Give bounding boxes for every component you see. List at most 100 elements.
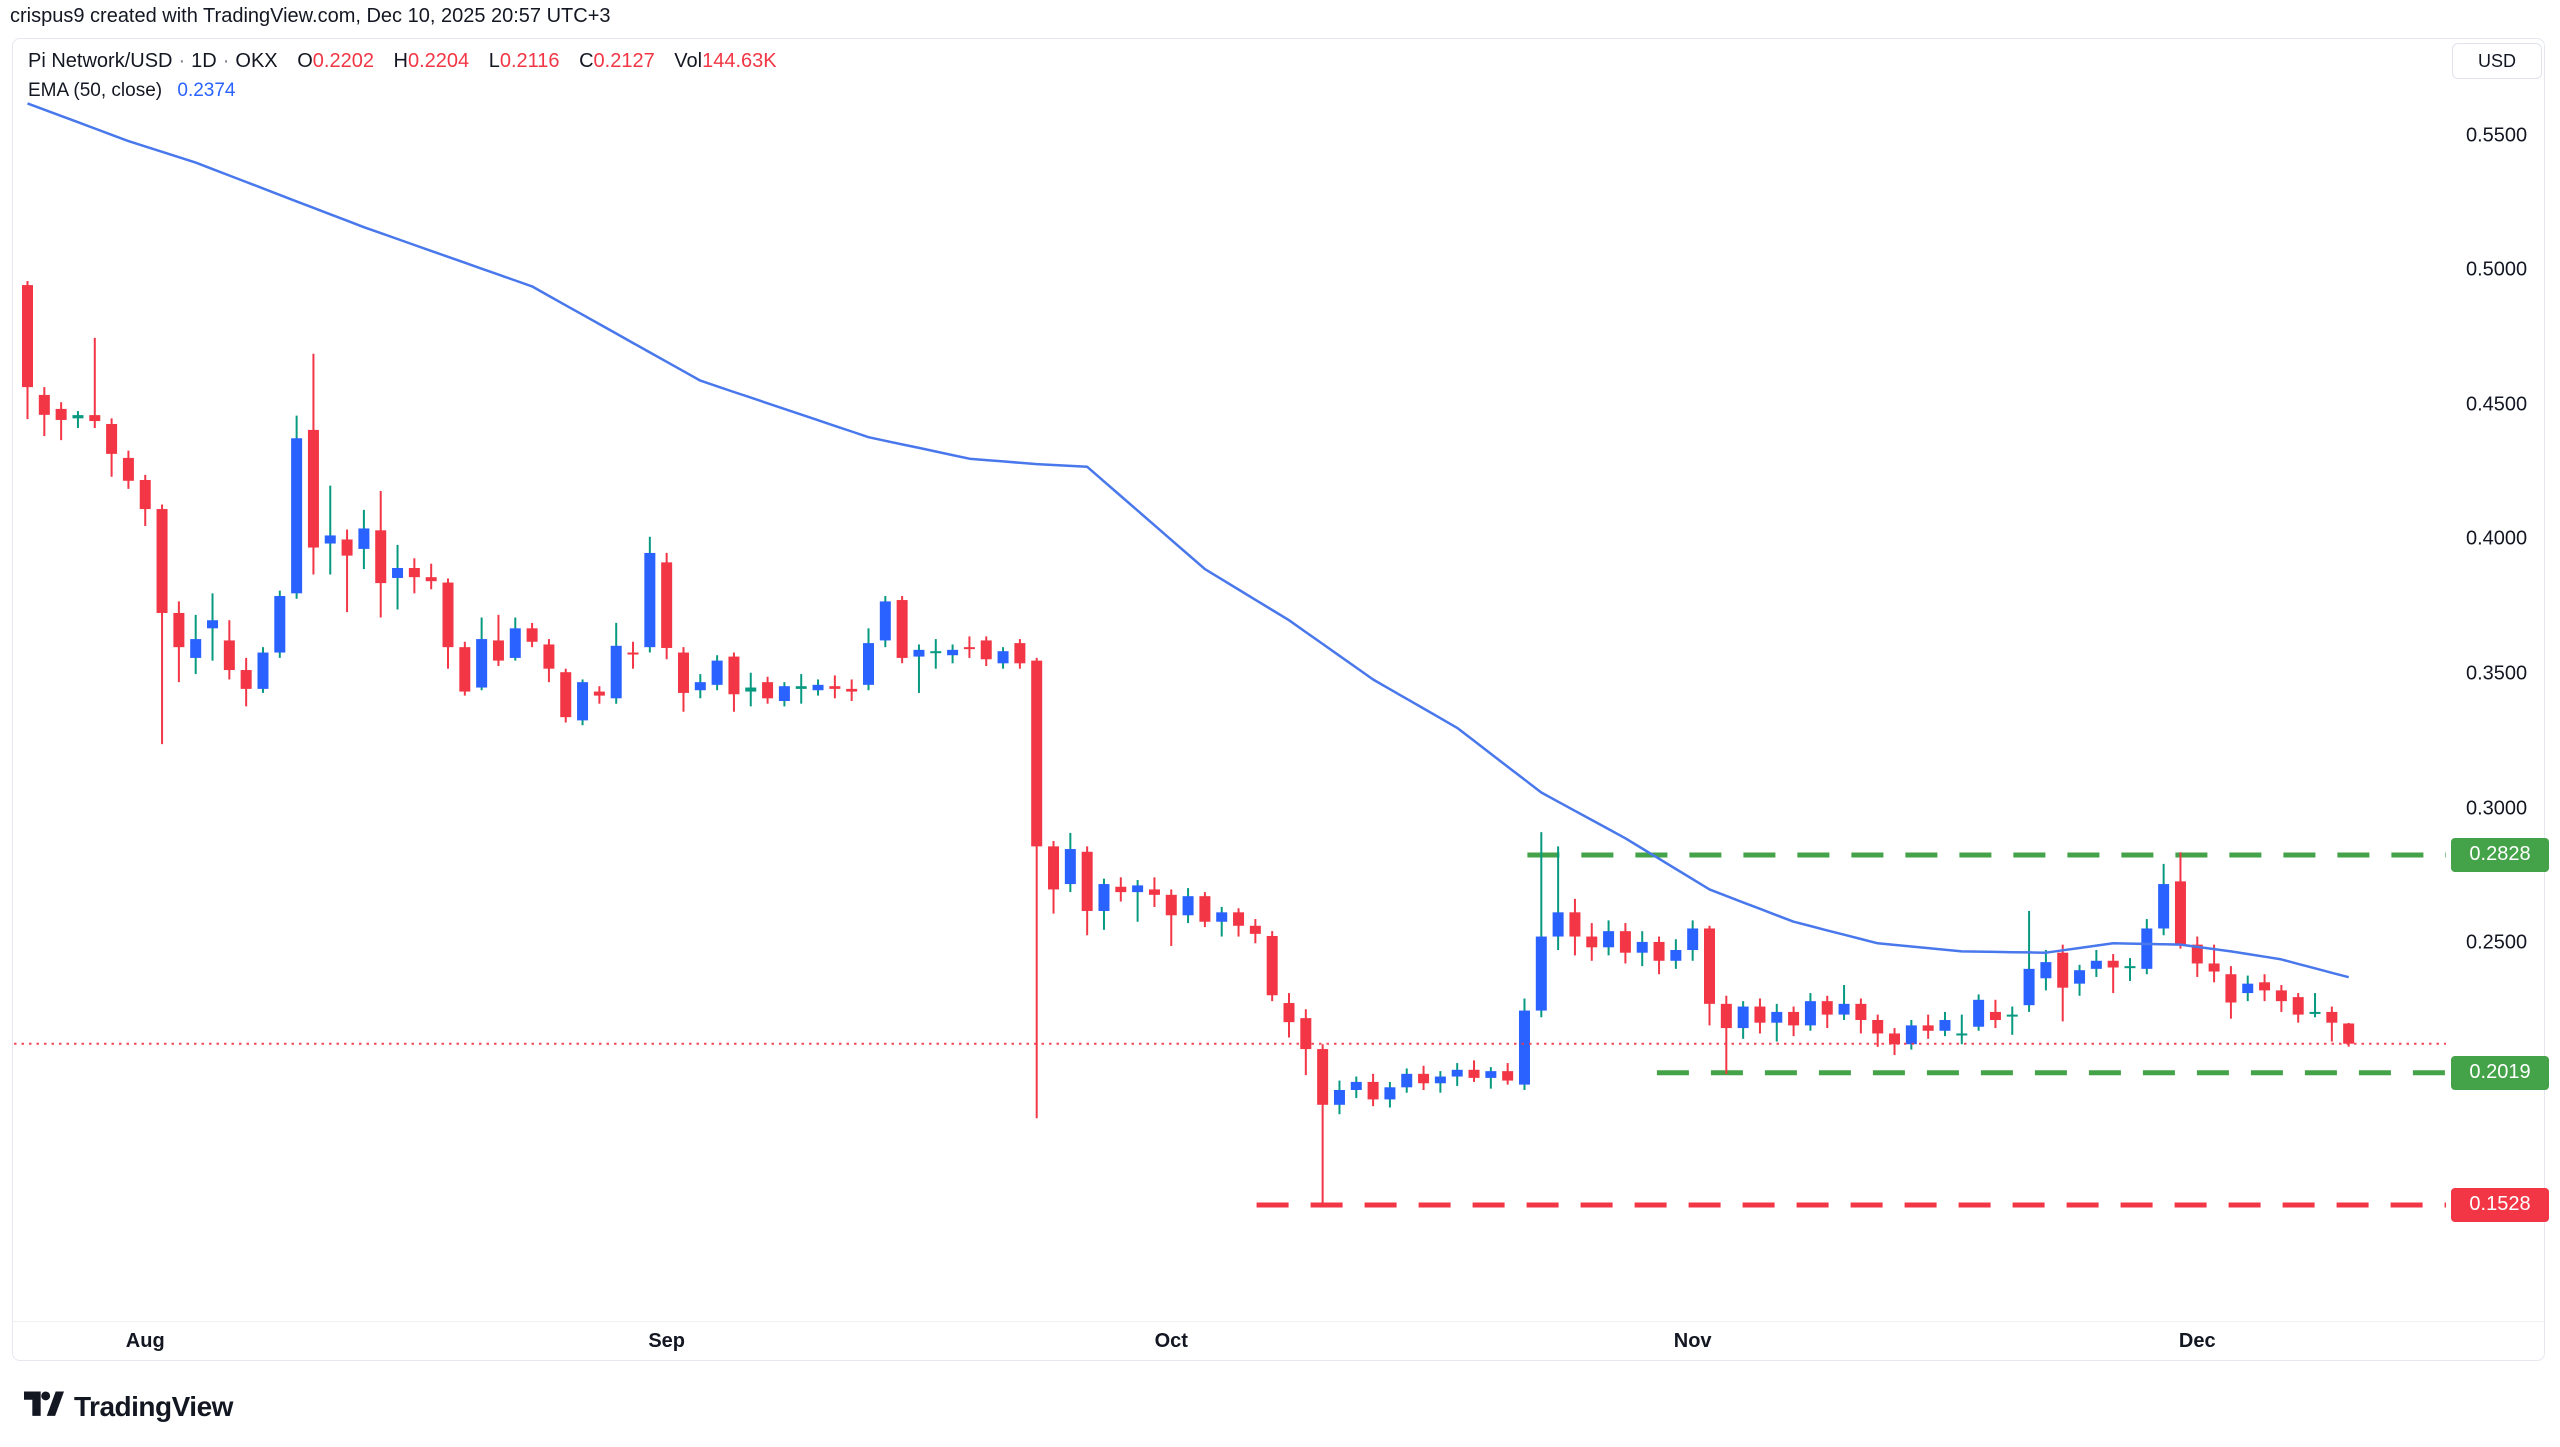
candle xyxy=(1535,832,1547,1018)
candle xyxy=(627,641,639,669)
candle xyxy=(38,387,50,437)
candle xyxy=(509,617,521,661)
candle xyxy=(1098,878,1110,930)
tradingview-logo[interactable]: TradingView xyxy=(24,1390,233,1424)
candle xyxy=(2259,974,2271,1002)
candle xyxy=(1821,995,1833,1029)
candle xyxy=(610,622,622,704)
candle xyxy=(2309,993,2321,1018)
price-axis-label: 0.5000 xyxy=(2466,258,2528,281)
candle xyxy=(341,529,353,613)
candle xyxy=(459,641,471,696)
candle xyxy=(55,402,67,441)
candle xyxy=(1064,832,1076,893)
candle xyxy=(1804,993,1816,1031)
candle xyxy=(1451,1063,1463,1086)
tradingview-logo-text: TradingView xyxy=(74,1391,233,1422)
candle xyxy=(1771,1003,1783,1042)
candle xyxy=(812,679,824,696)
candle xyxy=(223,620,235,680)
candle xyxy=(711,655,723,691)
candle xyxy=(1552,846,1564,951)
candle xyxy=(324,485,336,575)
candle xyxy=(1586,923,1598,961)
candle xyxy=(358,509,370,570)
candle xyxy=(2057,944,2069,1022)
candle xyxy=(2326,1006,2338,1042)
candle xyxy=(1973,994,1985,1031)
time-axis-label: Aug xyxy=(125,1330,165,1352)
ema-line xyxy=(27,102,2350,979)
candle xyxy=(2208,944,2220,983)
candle xyxy=(1502,1063,1514,1085)
exchange-label[interactable]: OKX xyxy=(235,50,278,72)
candle xyxy=(1485,1067,1497,1089)
candle xyxy=(1653,936,1665,975)
price-axis-label: 0.2500 xyxy=(2466,931,2528,954)
candle xyxy=(106,418,118,477)
candle xyxy=(577,679,589,726)
indicator-legend[interactable]: EMA (50, close) 0.2374 xyxy=(28,80,236,101)
candle xyxy=(2141,919,2153,975)
price-axis-label: 0.5500 xyxy=(2466,124,2528,147)
candle xyxy=(963,636,975,658)
candle xyxy=(1922,1014,1934,1039)
chart-legend: Pi Network/USD · 1D · OKX O0.2202 H0.2204 L0… xyxy=(28,48,777,104)
candle xyxy=(1300,1009,1312,1076)
candle xyxy=(1670,939,1682,969)
candle xyxy=(913,644,925,693)
candle xyxy=(1233,908,1245,937)
candle xyxy=(1889,1028,1901,1055)
candle xyxy=(526,622,538,648)
candle xyxy=(1081,846,1093,936)
candle xyxy=(2006,1006,2018,1035)
candle xyxy=(492,614,504,667)
candle xyxy=(1704,925,1715,1026)
candle xyxy=(1333,1080,1345,1115)
candle xyxy=(291,415,303,599)
snapshot-attribution: crispus9 created with TradingView.com, D… xyxy=(10,5,611,27)
price-level-badge: 0.2828 xyxy=(2451,837,2549,872)
candle xyxy=(997,647,1009,669)
time-axis-label: Sep xyxy=(648,1330,685,1352)
candle xyxy=(1401,1068,1413,1093)
open-value: O0.2202 xyxy=(297,50,374,72)
candle xyxy=(1132,880,1144,922)
time-axis-label: Dec xyxy=(2178,1330,2216,1352)
symbol-title[interactable]: Pi Network/USD xyxy=(28,50,173,72)
candle xyxy=(207,593,219,661)
candle xyxy=(846,679,858,701)
candle xyxy=(1989,999,2001,1029)
candle xyxy=(829,675,841,699)
candle xyxy=(1199,892,1211,928)
candle xyxy=(728,652,740,712)
price-axis-label: 0.4500 xyxy=(2466,393,2528,416)
candle xyxy=(1737,1001,1749,1039)
candle xyxy=(543,639,555,683)
candle xyxy=(1014,639,1026,669)
candle xyxy=(879,596,891,648)
candle xyxy=(1317,1044,1329,1205)
candle xyxy=(2074,964,2086,996)
candle xyxy=(156,504,168,745)
candle xyxy=(89,337,101,429)
candle xyxy=(240,657,252,707)
candle xyxy=(2225,966,2237,1019)
candle xyxy=(694,674,706,699)
interval-label[interactable]: 1D xyxy=(191,50,217,72)
candle xyxy=(930,639,942,669)
candle xyxy=(1031,657,1043,1119)
currency-toggle[interactable]: USD xyxy=(2452,43,2542,79)
candle xyxy=(745,672,757,707)
candle xyxy=(1048,840,1060,914)
candle xyxy=(1266,931,1278,1002)
candle xyxy=(2275,985,2287,1012)
time-axis-label: Oct xyxy=(1154,1330,1188,1352)
candle xyxy=(863,628,874,691)
candle xyxy=(1855,998,1867,1034)
candle xyxy=(2292,993,2304,1023)
candle xyxy=(1249,919,1261,944)
close-value: C0.2127 xyxy=(579,50,655,72)
volume-value: Vol144.63K xyxy=(674,50,777,72)
